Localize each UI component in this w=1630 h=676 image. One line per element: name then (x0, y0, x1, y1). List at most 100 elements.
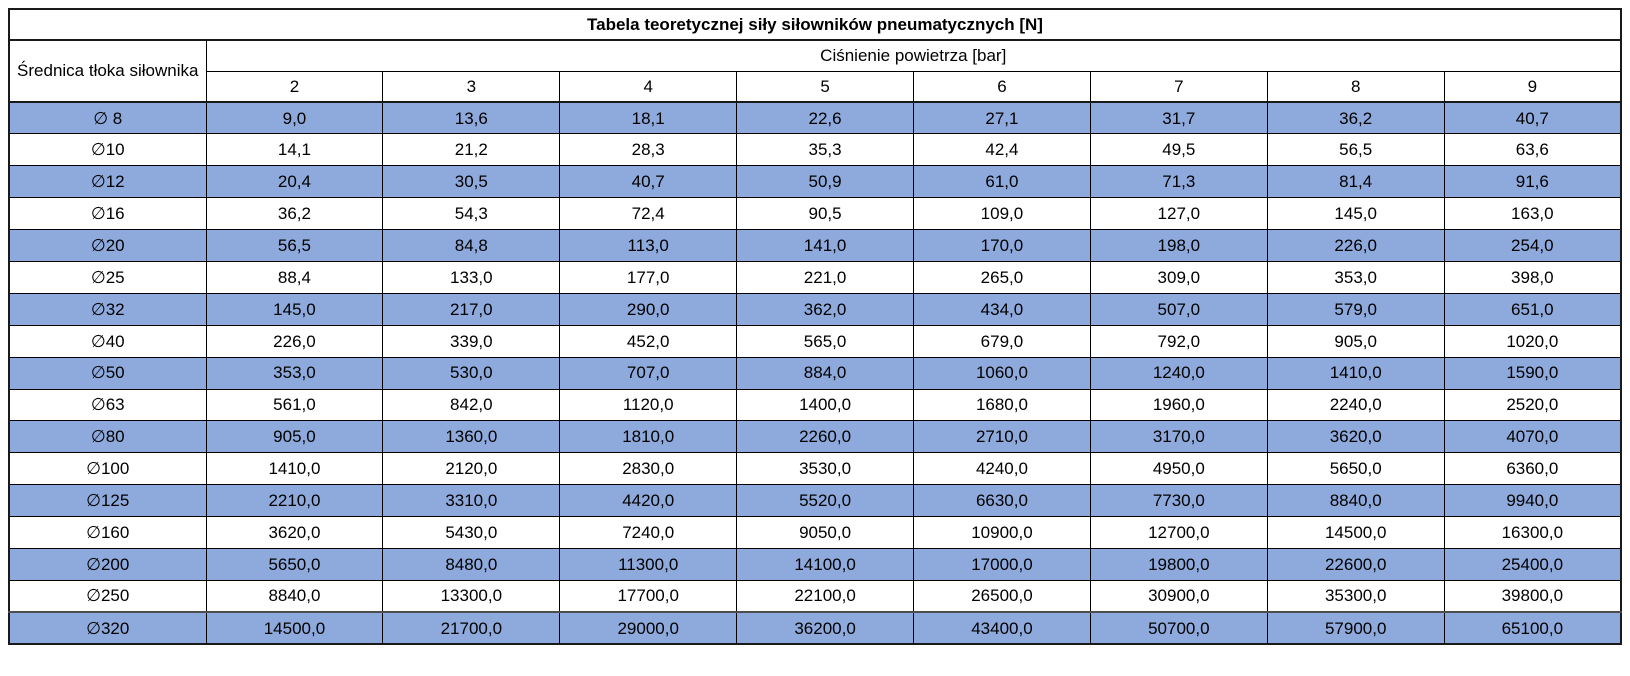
force-value-cell: 56,5 (1266, 133, 1445, 167)
table-row: ∅10 14,1 21,2 28,3 35,3 42,4 49,5 56,5 63,6 (8, 133, 1622, 167)
force-value-cell: 265,0 (913, 260, 1091, 294)
force-value-cell: 127,0 (1089, 197, 1268, 231)
force-value-cell: 362,0 (736, 292, 914, 326)
diameter-cell: ∅12 (8, 165, 207, 199)
force-value-cell: 707,0 (559, 356, 738, 390)
force-value-cell: 1960,0 (1089, 388, 1268, 422)
pneumatic-force-table: Tabela teoretycznej siły siłowników pneu… (8, 8, 1622, 646)
force-value-cell: 2710,0 (913, 420, 1091, 454)
force-value-cell: 5430,0 (382, 516, 561, 549)
force-value-cell: 1810,0 (559, 420, 738, 454)
force-value-cell: 84,8 (382, 229, 561, 262)
force-value-cell: 905,0 (205, 420, 384, 454)
force-value-cell: 40,7 (559, 165, 738, 199)
force-value-cell: 145,0 (205, 292, 384, 326)
force-value-cell: 5650,0 (1266, 452, 1445, 486)
diameter-cell: ∅40 (8, 324, 207, 358)
force-value-cell: 7240,0 (559, 516, 738, 549)
force-value-cell: 2120,0 (382, 452, 561, 486)
force-value-cell: 133,0 (382, 260, 561, 294)
table-row: ∅63 561,0 842,0 1120,0 1400,0 1680,0 1960,0 224… (8, 388, 1622, 422)
force-table-body: ∅ 8 9,0 13,6 18,1 22,6 27,1 31,7 36,2 40,7 ∅10 14,… (8, 101, 1622, 645)
force-value-cell: 35,3 (736, 133, 914, 167)
force-value-cell: 30,5 (382, 165, 561, 199)
pressure-header-cell: 6 (913, 70, 1091, 103)
force-value-cell: 434,0 (913, 292, 1091, 326)
force-value-cell: 9940,0 (1443, 484, 1622, 518)
force-value-cell: 561,0 (205, 388, 384, 422)
page: Tabela teoretycznej siły siłowników pneu… (8, 8, 1622, 646)
force-value-cell: 1360,0 (382, 420, 561, 454)
force-value-cell: 2260,0 (736, 420, 914, 454)
force-value-cell: 3620,0 (1266, 420, 1445, 454)
force-value-cell: 29000,0 (559, 611, 738, 645)
force-value-cell: 57900,0 (1266, 611, 1445, 645)
pressure-header-cell: 2 (205, 70, 384, 103)
diameter-cell: ∅100 (8, 452, 207, 486)
force-value-cell: 2830,0 (559, 452, 738, 486)
force-value-cell: 61,0 (913, 165, 1091, 199)
force-value-cell: 163,0 (1443, 197, 1622, 231)
pressure-header-cell: 9 (1443, 70, 1622, 103)
table-row: ∅125 2210,0 3310,0 4420,0 5520,0 6630,0 7730,0… (8, 484, 1622, 518)
force-value-cell: 6360,0 (1443, 452, 1622, 486)
force-value-cell: 81,4 (1266, 165, 1445, 199)
force-value-cell: 21700,0 (382, 611, 561, 645)
force-value-cell: 1410,0 (205, 452, 384, 486)
diameter-cell: ∅32 (8, 292, 207, 326)
force-value-cell: 2240,0 (1266, 388, 1445, 422)
force-value-cell: 36200,0 (736, 611, 914, 645)
force-value-cell: 21,2 (382, 133, 561, 167)
table-row: ∅250 8840,0 13300,0 17700,0 22100,0 26500,0 30… (8, 579, 1622, 613)
force-value-cell: 2210,0 (205, 484, 384, 518)
force-value-cell: 9050,0 (736, 516, 914, 549)
table-title-row: Tabela teoretycznej siły siłowników pneu… (8, 8, 1622, 41)
table-row: ∅20 56,5 84,8 113,0 141,0 170,0 198,0 226,0 254,… (8, 229, 1622, 262)
force-value-cell: 145,0 (1266, 197, 1445, 231)
force-value-cell: 13300,0 (382, 579, 561, 613)
force-value-cell: 43400,0 (913, 611, 1091, 645)
force-value-cell: 1240,0 (1089, 356, 1268, 390)
force-value-cell: 1680,0 (913, 388, 1091, 422)
force-value-cell: 7730,0 (1089, 484, 1268, 518)
force-value-cell: 792,0 (1089, 324, 1268, 358)
force-value-cell: 1410,0 (1266, 356, 1445, 390)
force-value-cell: 22100,0 (736, 579, 914, 613)
force-value-cell: 63,6 (1443, 133, 1622, 167)
force-value-cell: 49,5 (1089, 133, 1268, 167)
force-value-cell: 72,4 (559, 197, 738, 231)
force-value-cell: 530,0 (382, 356, 561, 390)
force-value-cell: 50,9 (736, 165, 914, 199)
force-value-cell: 42,4 (913, 133, 1091, 167)
force-value-cell: 842,0 (382, 388, 561, 422)
table-row: ∅12 20,4 30,5 40,7 50,9 61,0 71,3 81,4 91,6 (8, 165, 1622, 199)
force-value-cell: 353,0 (1266, 260, 1445, 294)
force-value-cell: 113,0 (559, 229, 738, 262)
force-value-cell: 4950,0 (1089, 452, 1268, 486)
pressure-header-cell: 3 (382, 70, 561, 103)
force-value-cell: 679,0 (913, 324, 1091, 358)
diameter-cell: ∅63 (8, 388, 207, 422)
diameter-cell: ∅125 (8, 484, 207, 518)
force-value-cell: 5650,0 (205, 547, 384, 581)
force-value-cell: 884,0 (736, 356, 914, 390)
force-value-cell: 8840,0 (1266, 484, 1445, 518)
force-value-cell: 254,0 (1443, 229, 1622, 262)
force-value-cell: 40,7 (1443, 101, 1622, 135)
diameter-column-header: Średnica tłoka siłownika (8, 39, 207, 103)
force-value-cell: 14100,0 (736, 547, 914, 581)
force-value-cell: 50700,0 (1089, 611, 1268, 645)
pressure-header-cell: 4 (559, 70, 738, 103)
force-value-cell: 12700,0 (1089, 516, 1268, 549)
force-value-cell: 226,0 (205, 324, 384, 358)
force-value-cell: 65100,0 (1443, 611, 1622, 645)
force-value-cell: 91,6 (1443, 165, 1622, 199)
force-value-cell: 353,0 (205, 356, 384, 390)
diameter-cell: ∅25 (8, 260, 207, 294)
force-value-cell: 18,1 (559, 101, 738, 135)
diameter-cell: ∅250 (8, 579, 207, 613)
force-value-cell: 1590,0 (1443, 356, 1622, 390)
force-value-cell: 398,0 (1443, 260, 1622, 294)
force-value-cell: 565,0 (736, 324, 914, 358)
